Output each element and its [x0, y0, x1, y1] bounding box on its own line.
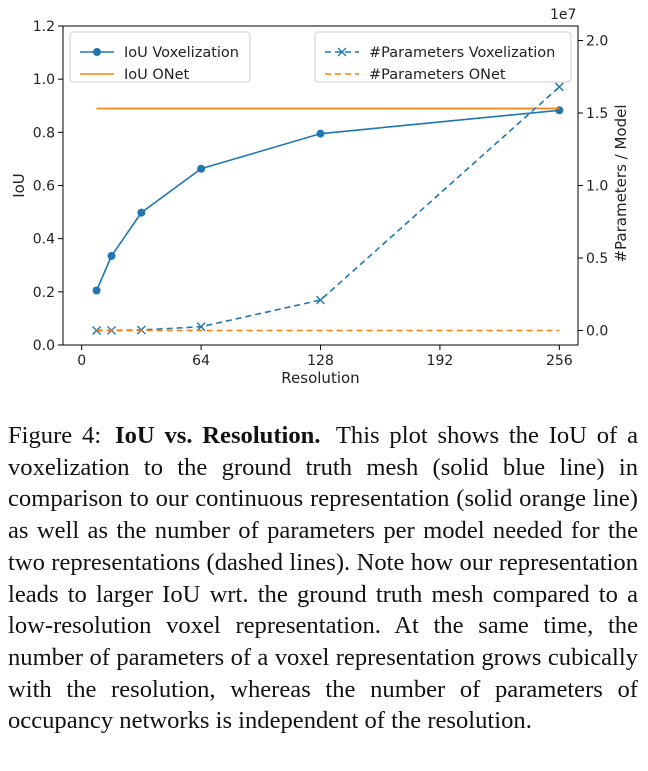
series-point-0 — [197, 164, 206, 173]
legend-marker — [93, 48, 101, 56]
y-right-tick-label: 0.5 — [586, 251, 608, 267]
y-right-axis-label: #Parameters / Model — [612, 104, 630, 262]
legend-label: IoU Voxelization — [124, 45, 239, 61]
figure-title: IoU vs. Resolution. — [115, 422, 321, 449]
figure-caption: Figure 4: IoU vs. Resolution. This plot … — [8, 420, 638, 737]
series-line-2 — [96, 86, 560, 332]
y-left-tick-label: 0.2 — [33, 285, 55, 301]
legend-box — [314, 31, 572, 83]
y-left-tick-label: 1.0 — [33, 72, 55, 88]
right-axis-multiplier: 1e7 — [550, 7, 576, 23]
series-point-0 — [316, 129, 325, 138]
x-axis-label: Resolution — [281, 369, 359, 387]
x-tick-label: 256 — [546, 353, 573, 369]
y-right-tick-label: 1.0 — [586, 179, 608, 195]
y-right-tick-label: 1.5 — [586, 106, 608, 122]
figure-chart: 0 64 128 192 256 0.0 0.2 0.4 0.6 0.8 1.0 1.2 0.0 0.5 1… — [10, 7, 630, 387]
series-point-0 — [107, 251, 116, 260]
legend-label: IoU ONet — [124, 67, 190, 83]
series-point-0 — [92, 286, 101, 295]
series-point-0 — [555, 106, 564, 115]
legend-marker — [337, 47, 347, 57]
x-tick-label: 192 — [427, 353, 454, 369]
x-tick-label: 0 — [77, 353, 86, 369]
series-line-0 — [95, 109, 560, 291]
series-point-2 — [554, 82, 564, 92]
x-tick-label: 64 — [192, 353, 210, 369]
y-left-tick-label: 1.2 — [33, 19, 55, 35]
figure-label: Figure 4: — [8, 422, 102, 449]
chart-svg: 0 64 128 192 256 0.0 0.2 0.4 0.6 0.8 1.0 1.2 0.0 0.5 1… — [10, 7, 630, 387]
y-left-tick-label: 0.0 — [33, 338, 55, 354]
legend-label: #Parameters ONet — [369, 67, 506, 83]
y-right-tick-label: 2.0 — [586, 34, 608, 50]
legend-label: #Parameters Voxelization — [369, 45, 555, 61]
y-right-tick-label: 0.0 — [586, 324, 608, 340]
y-left-tick-label: 0.6 — [33, 179, 55, 195]
series-point-2 — [196, 322, 206, 332]
figure-caption-text: This plot shows the IoU of a voxelizatio… — [8, 422, 638, 735]
series-point-2 — [316, 295, 325, 305]
y-left-tick-label: 0.4 — [33, 232, 55, 248]
y-left-tick-label: 0.8 — [33, 125, 55, 141]
y-left-axis-label: IoU — [10, 173, 28, 198]
legend-box — [69, 31, 251, 83]
series-point-0 — [137, 208, 146, 217]
x-tick-label: 128 — [307, 353, 334, 369]
